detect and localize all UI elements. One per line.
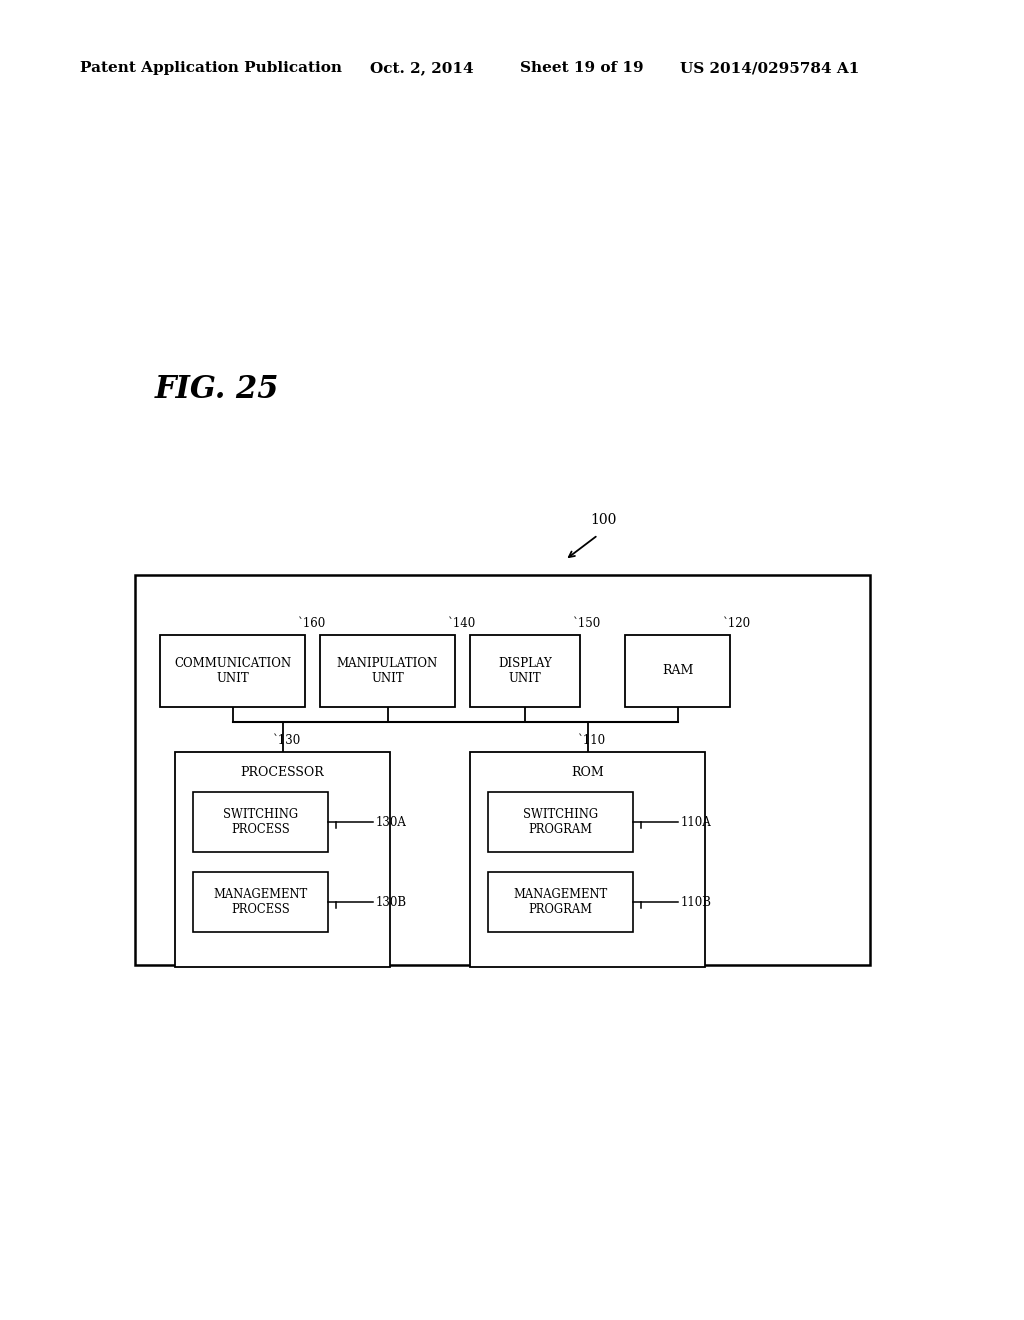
- Text: MANAGEMENT
PROCESS: MANAGEMENT PROCESS: [213, 888, 307, 916]
- Bar: [193, 873, 328, 932]
- Text: `160: `160: [297, 616, 326, 630]
- Bar: [193, 792, 328, 851]
- Text: MANAGEMENT
PROGRAM: MANAGEMENT PROGRAM: [513, 888, 607, 916]
- Text: 100: 100: [590, 513, 616, 527]
- Text: `150: `150: [572, 616, 600, 630]
- Text: PROCESSOR: PROCESSOR: [241, 766, 325, 779]
- Text: `130: `130: [272, 734, 301, 747]
- Text: `110: `110: [578, 734, 605, 747]
- Bar: [470, 635, 580, 708]
- Text: ROM: ROM: [571, 766, 604, 779]
- Bar: [488, 792, 633, 851]
- Text: RAM: RAM: [662, 664, 693, 677]
- Bar: [319, 635, 455, 708]
- Text: SWITCHING
PROCESS: SWITCHING PROCESS: [223, 808, 298, 836]
- Bar: [625, 635, 730, 708]
- Bar: [135, 576, 870, 965]
- Text: `140: `140: [447, 616, 475, 630]
- Text: FIG. 25: FIG. 25: [155, 375, 280, 405]
- Text: 110A: 110A: [681, 816, 712, 829]
- Text: COMMUNICATION
UNIT: COMMUNICATION UNIT: [174, 657, 291, 685]
- Text: DISPLAY
UNIT: DISPLAY UNIT: [498, 657, 552, 685]
- Text: US 2014/0295784 A1: US 2014/0295784 A1: [680, 61, 859, 75]
- Text: 110B: 110B: [681, 895, 712, 908]
- Text: 130A: 130A: [376, 816, 407, 829]
- Bar: [470, 752, 705, 968]
- Bar: [160, 635, 305, 708]
- Bar: [175, 752, 390, 968]
- Text: Sheet 19 of 19: Sheet 19 of 19: [520, 61, 644, 75]
- Text: Patent Application Publication: Patent Application Publication: [80, 61, 342, 75]
- Text: `120: `120: [722, 616, 751, 630]
- Text: MANIPULATION
UNIT: MANIPULATION UNIT: [337, 657, 438, 685]
- Text: SWITCHING
PROGRAM: SWITCHING PROGRAM: [523, 808, 598, 836]
- Bar: [488, 873, 633, 932]
- Text: Oct. 2, 2014: Oct. 2, 2014: [370, 61, 474, 75]
- Text: 130B: 130B: [376, 895, 408, 908]
